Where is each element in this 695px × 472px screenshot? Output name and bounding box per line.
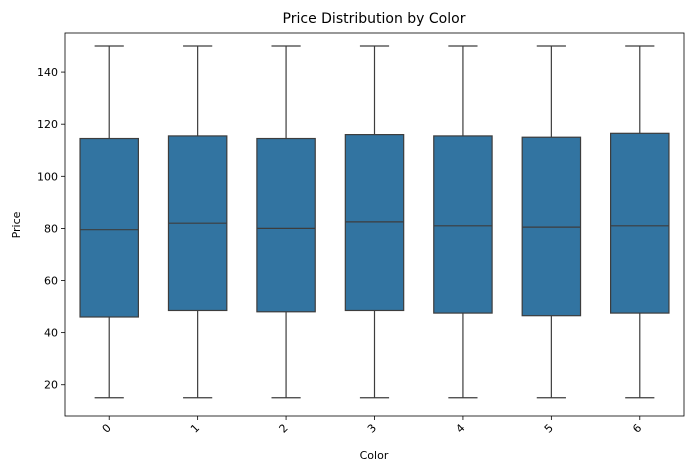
iqr-box <box>521 136 582 317</box>
x-tick-label: 4 <box>453 421 467 435</box>
plot-area <box>79 45 670 399</box>
box-1 <box>167 45 228 399</box>
x-tick-label: 2 <box>277 421 291 435</box>
iqr-box <box>344 134 405 312</box>
x-tick-label: 5 <box>542 421 556 435</box>
chart-title: Price Distribution by Color <box>283 11 466 27</box>
box-6 <box>610 45 670 399</box>
iqr-box <box>79 137 139 318</box>
box-5 <box>521 45 582 399</box>
iqr-box <box>256 137 316 313</box>
y-tick-label: 100 <box>37 170 58 183</box>
y-tick-label: 80 <box>44 222 58 235</box>
x-tick-label: 0 <box>100 421 114 435</box>
iqr-box <box>433 135 493 314</box>
x-axis: 0 1 2 3 4 5 6 <box>100 416 644 436</box>
y-tick-label: 140 <box>37 66 58 79</box>
x-axis-label: Color <box>360 449 389 462</box>
box-4 <box>433 45 493 399</box>
y-tick-label: 120 <box>37 118 58 131</box>
box-3 <box>344 45 405 399</box>
y-tick-label: 20 <box>44 379 58 392</box>
x-tick-label: 1 <box>188 421 202 435</box>
y-tick-label: 60 <box>44 275 58 288</box>
y-axis-label: Price <box>10 211 23 238</box>
box-0 <box>79 45 139 399</box>
x-tick-label: 3 <box>365 421 379 435</box>
x-tick-label: 6 <box>630 421 644 435</box>
box-2 <box>256 45 316 399</box>
iqr-box <box>610 132 670 314</box>
y-axis: 20 40 60 80 100 120 140 <box>37 66 65 392</box>
y-tick-label: 40 <box>44 327 58 340</box>
